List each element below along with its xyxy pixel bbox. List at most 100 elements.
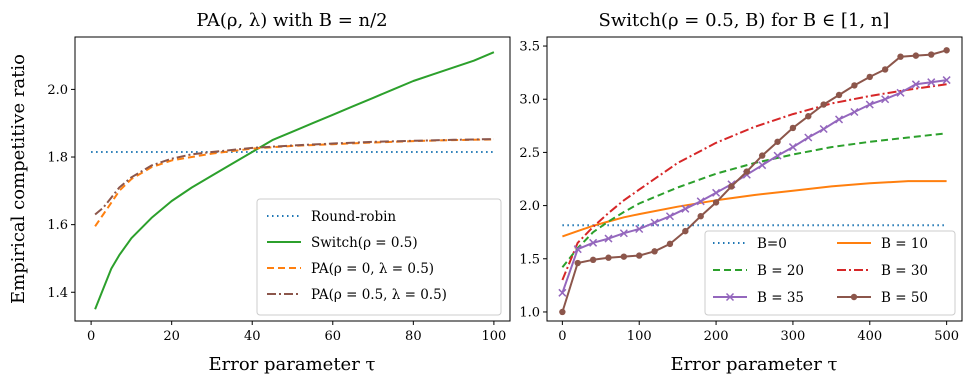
p1-x-tick-label: 60 — [325, 329, 342, 344]
p1-x-tick-label: 100 — [481, 329, 506, 344]
series-point-b-35 — [650, 218, 659, 227]
panel-2-title: Switch(ρ = 0.5, B) for B ∈ [1, n] — [599, 10, 890, 31]
legend-label-b-30: B = 30 — [881, 263, 928, 279]
series-point-b-50 — [835, 91, 843, 99]
panel-2-legend-box — [704, 230, 956, 316]
legend-label-pa-0-0-5: PA(ρ = 0, λ = 0.5) — [311, 261, 434, 277]
p2-x-tick-label: 400 — [857, 329, 882, 344]
panel-1-legend-entries: Round-robin Switch(ρ = 0.5) PA(ρ = 0, λ = … — [267, 209, 447, 303]
legend-label-b-20: B = 20 — [757, 263, 804, 279]
panel-2-legend: B=0 B = 10 B = 20 B = 30 B = 35 B = 50 — [704, 230, 956, 316]
series-point-b-50 — [774, 138, 781, 145]
p1-x-tick-label: 40 — [244, 329, 261, 344]
series-point-b-35 — [881, 95, 890, 104]
series-point-b-35 — [788, 143, 797, 152]
series-point-b-35 — [696, 197, 705, 206]
series-point-b-50 — [789, 124, 797, 132]
series-point-b-50 — [697, 213, 704, 220]
panel-2-axes-frame — [546, 36, 963, 322]
series-line-b-35 — [561, 79, 947, 294]
panel-2-x-axis-label: Error parameter τ — [671, 354, 838, 375]
series-point-b-50 — [605, 254, 612, 261]
series-point-b-50 — [851, 82, 858, 89]
panel-1-title: PA(ρ, λ) with B = n/2 — [196, 10, 387, 31]
series-point-b-35 — [712, 188, 721, 197]
series-line-b-30 — [561, 83, 947, 281]
p1-y-tick-label: 1.8 — [47, 151, 68, 166]
series-point-b-35 — [604, 234, 613, 243]
series-point-b-50 — [559, 308, 566, 316]
panel-1-y-axis-label: Empirical competitive ratio — [8, 54, 29, 304]
series-line-b-20 — [561, 132, 947, 268]
panel-1-legend: Round-robin Switch(ρ = 0.5) PA(ρ = 0, λ = … — [256, 198, 502, 316]
panel-1-plot-area — [91, 51, 495, 310]
p2-y-tick-label: 3.0 — [519, 93, 540, 108]
panel-1-x-axis-label: Error parameter τ — [209, 354, 376, 375]
series-point-b-35 — [573, 245, 582, 254]
p2-y-tick-label: 1.5 — [519, 252, 540, 267]
panel-1-legend-box — [256, 198, 502, 316]
p2-x-tick-label: 300 — [781, 329, 806, 344]
series-point-b-35 — [665, 212, 674, 221]
p1-x-tick-label: 80 — [405, 329, 422, 344]
p2-x-tick-label: 100 — [627, 329, 652, 344]
series-point-b-50 — [881, 66, 889, 73]
panel-1-axis-ticks: 0 20 40 60 80 100 1.4 1.6 1.8 2.0 — [47, 83, 506, 344]
series-line-pa-0-0-5 — [94, 138, 494, 227]
series-point-b-35 — [835, 115, 844, 124]
series-point-b-50 — [651, 248, 658, 255]
series-point-b-35 — [635, 224, 644, 234]
series-point-b-50 — [743, 168, 751, 175]
series-point-b-35 — [850, 107, 859, 117]
legend-label-round-robin: Round-robin — [311, 209, 396, 225]
series-point-b-50 — [943, 47, 950, 54]
panel-2: Switch(ρ = 0.5, B) for B ∈ [1, n] 0 100 20… — [519, 10, 963, 375]
legend-label-b-50: B = 50 — [881, 290, 928, 306]
series-point-b-35 — [942, 76, 951, 85]
legend-label-pa-0-5-0-5: PA(ρ = 0.5, λ = 0.5) — [311, 287, 447, 303]
series-point-b-50 — [928, 51, 935, 58]
p1-y-tick-label: 1.4 — [47, 286, 68, 301]
series-point-b-50 — [866, 73, 873, 81]
legend-marker-b-35 — [725, 292, 735, 302]
p1-y-tick-label: 2.0 — [47, 83, 68, 98]
series-point-b-35 — [681, 204, 690, 213]
series-point-b-50 — [589, 256, 597, 264]
series-line-switch-0-5 — [94, 51, 495, 310]
panel-1-axes-frame — [74, 36, 511, 322]
series-point-b-50 — [636, 252, 643, 259]
series-point-b-35 — [911, 80, 920, 89]
series-point-b-35 — [804, 133, 813, 142]
series-point-b-50 — [897, 53, 904, 60]
series-point-b-35 — [865, 100, 874, 109]
series-point-b-50 — [805, 113, 812, 120]
legend-label-b-10: B = 10 — [881, 236, 928, 252]
series-point-b-50 — [712, 199, 720, 206]
series-point-b-35 — [896, 88, 905, 97]
legend-marker-b-50 — [850, 293, 858, 301]
p2-y-tick-label: 1.0 — [519, 305, 540, 320]
p2-y-tick-label: 2.0 — [519, 199, 540, 214]
series-point-b-35 — [758, 161, 767, 170]
series-point-b-50 — [912, 52, 920, 59]
series-point-b-35 — [773, 151, 782, 160]
p2-x-tick-label: 200 — [704, 329, 729, 344]
panel-2-plot-area — [558, 47, 951, 316]
panel-2-legend-entries: B=0 B = 10 B = 20 B = 30 B = 35 B = 50 — [713, 236, 928, 306]
series-line-pa-0-5-0-5 — [94, 138, 494, 216]
panel-2-axis-ticks: 0 100 200 300 400 500 1.0 1.5 2.0 2.5 3.0 3.5 — [519, 40, 959, 344]
p2-y-tick-label: 2.5 — [519, 146, 540, 161]
series-point-b-50 — [620, 253, 628, 260]
series-point-b-50 — [728, 183, 735, 190]
series-point-b-50 — [666, 240, 674, 248]
p1-y-tick-label: 1.6 — [47, 218, 68, 233]
legend-label-switch-0-5: Switch(ρ = 0.5) — [311, 235, 418, 251]
p1-x-tick-label: 20 — [163, 329, 180, 344]
series-point-b-35 — [558, 288, 567, 297]
p1-x-tick-label: 0 — [87, 329, 95, 344]
series-point-b-35 — [927, 78, 936, 87]
series-point-b-50 — [758, 152, 766, 159]
series-point-b-35 — [819, 124, 828, 134]
series-point-b-50 — [682, 227, 689, 235]
